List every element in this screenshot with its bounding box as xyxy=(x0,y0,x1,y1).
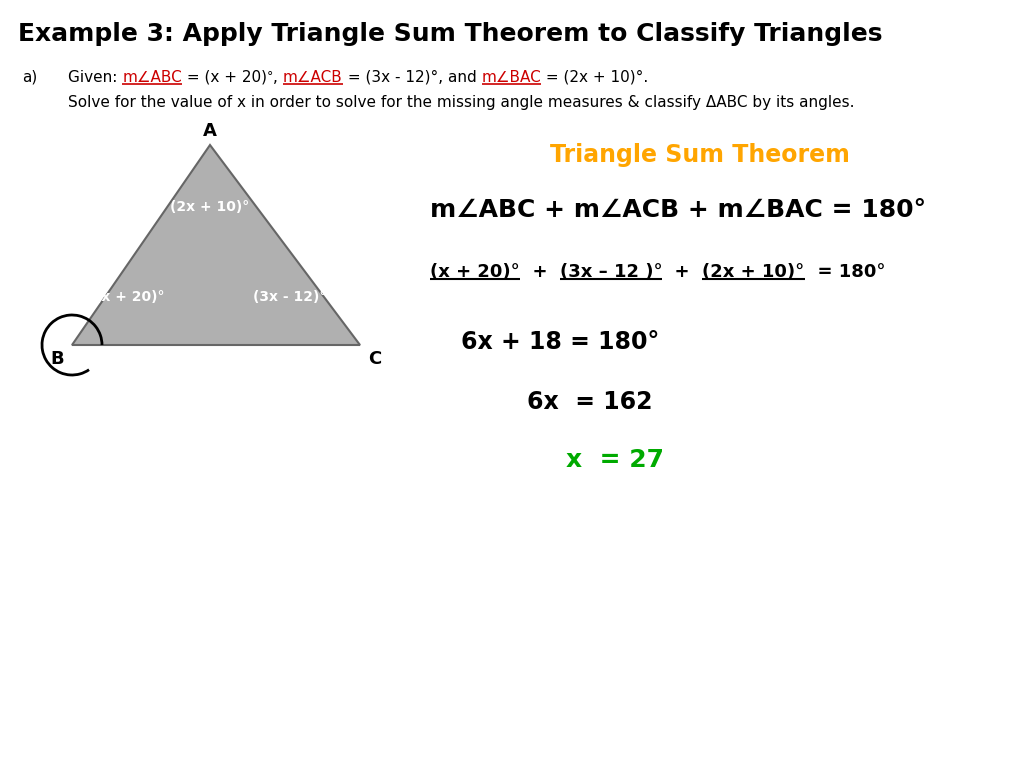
Text: m∠ABC + m∠ACB + m∠BAC = 180°: m∠ABC + m∠ACB + m∠BAC = 180° xyxy=(430,198,926,222)
Text: m∠ABC: m∠ABC xyxy=(122,70,182,85)
Text: ,: , xyxy=(273,70,283,85)
Text: (x + 20)°: (x + 20)° xyxy=(95,290,165,304)
Text: (2x + 10)°: (2x + 10)° xyxy=(170,200,250,214)
Text: Example 3: Apply Triangle Sum Theorem to Classify Triangles: Example 3: Apply Triangle Sum Theorem to… xyxy=(18,22,883,46)
Text: +: + xyxy=(663,263,702,281)
Text: Triangle Sum Theorem: Triangle Sum Theorem xyxy=(550,143,850,167)
Text: x  = 27: x = 27 xyxy=(566,448,664,472)
Text: (3x – 12 )°: (3x – 12 )° xyxy=(560,263,663,281)
Text: Given:: Given: xyxy=(68,70,122,85)
Text: m∠ACB: m∠ACB xyxy=(283,70,343,85)
Text: = (2x + 10)°.: = (2x + 10)°. xyxy=(542,70,648,85)
Text: 6x  = 162: 6x = 162 xyxy=(527,390,652,414)
Text: (2x + 10)°: (2x + 10)° xyxy=(702,263,805,281)
Polygon shape xyxy=(72,145,360,345)
Text: = (x + 20): = (x + 20) xyxy=(182,70,267,85)
Text: B: B xyxy=(50,350,63,368)
Text: (x + 20)°: (x + 20)° xyxy=(430,263,520,281)
Text: 6x + 18 = 180°: 6x + 18 = 180° xyxy=(461,330,659,354)
Text: Solve for the value of x in order to solve for the missing angle measures & clas: Solve for the value of x in order to sol… xyxy=(68,95,854,110)
Text: C: C xyxy=(368,350,381,368)
Text: °: ° xyxy=(267,70,273,83)
Text: +: + xyxy=(520,263,560,281)
Text: = 180°: = 180° xyxy=(805,263,885,281)
Text: A: A xyxy=(203,122,217,140)
Text: = (3x - 12)°, and: = (3x - 12)°, and xyxy=(343,70,481,85)
Text: a): a) xyxy=(22,70,37,85)
Text: m∠BAC: m∠BAC xyxy=(481,70,542,85)
Text: (3x - 12)°: (3x - 12)° xyxy=(253,290,327,304)
